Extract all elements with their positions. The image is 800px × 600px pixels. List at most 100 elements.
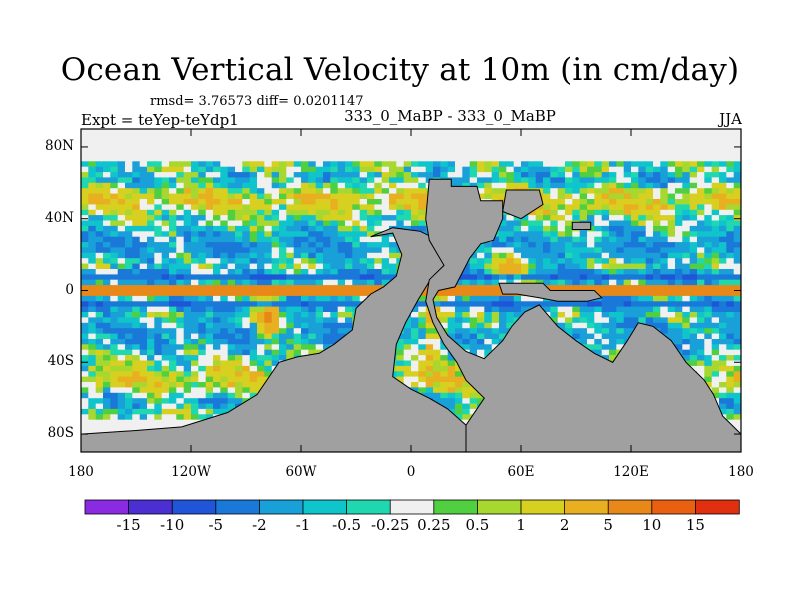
field-cell [440, 150, 449, 157]
field-cell [638, 285, 647, 292]
field-cell [631, 166, 639, 173]
field-cell [638, 129, 647, 135]
field-cell [528, 242, 537, 249]
field-cell [117, 398, 126, 405]
field-cell [315, 279, 324, 286]
field-cell [440, 312, 449, 318]
field-cell [264, 269, 273, 275]
field-cell [286, 134, 295, 141]
field-cell [594, 252, 603, 259]
field-cell [550, 279, 559, 286]
field-cell [117, 145, 126, 152]
field-cell [117, 355, 126, 362]
field-cell [286, 344, 295, 351]
field-cell [227, 231, 236, 238]
field-cell [242, 139, 251, 146]
field-cell [161, 365, 170, 372]
field-cell [139, 269, 148, 275]
field-cell [88, 339, 97, 345]
field-cell [601, 279, 610, 286]
field-cell [132, 134, 141, 141]
field-cell [242, 193, 251, 200]
field-cell [345, 177, 353, 184]
field-cell [198, 322, 207, 329]
field-cell [110, 387, 119, 394]
field-cell [711, 177, 720, 184]
field-cell [169, 398, 177, 405]
field-cell [418, 339, 427, 345]
field-cell [125, 376, 133, 383]
field-cell [719, 295, 727, 302]
field-cell [616, 322, 625, 329]
field-cell [257, 145, 265, 152]
field-cell [110, 134, 119, 141]
field-cell [191, 317, 199, 324]
field-cell [440, 166, 449, 173]
field-cell [169, 279, 177, 286]
field-cell [110, 220, 119, 227]
field-cell [587, 322, 595, 329]
field-cell [139, 360, 148, 367]
field-cell [271, 236, 280, 243]
field-cell [477, 263, 485, 270]
field-cell [169, 382, 177, 388]
field-cell [125, 339, 133, 345]
field-cell [433, 392, 441, 399]
field-cell [286, 139, 295, 146]
field-cell [609, 145, 617, 152]
field-cell [557, 263, 566, 270]
field-cell [513, 145, 522, 152]
field-cell [345, 258, 353, 265]
field-cell [257, 177, 265, 184]
field-cell [645, 134, 654, 141]
field-cell [667, 258, 676, 265]
field-cell [719, 387, 727, 394]
field-cell [147, 371, 155, 378]
field-cell [337, 285, 346, 292]
field-cell [323, 182, 331, 189]
field-cell [220, 312, 229, 318]
field-cell [425, 317, 434, 324]
field-cell [550, 204, 559, 211]
field-cell [198, 129, 207, 135]
field-cell [308, 177, 317, 184]
field-cell [257, 252, 265, 259]
field-cell [484, 279, 493, 286]
field-cell [147, 365, 155, 372]
field-cell [711, 333, 720, 340]
field-cell [293, 252, 302, 259]
field-cell [425, 365, 434, 372]
field-cell [411, 312, 419, 318]
field-cell [565, 182, 573, 189]
field-cell [462, 344, 471, 351]
field-cell [139, 398, 148, 405]
field-cell [176, 161, 185, 168]
field-cell [220, 193, 229, 200]
field-cell [227, 301, 236, 308]
field-cell [235, 312, 243, 318]
field-cell [191, 290, 199, 297]
field-cell [521, 182, 529, 189]
field-cell [315, 339, 324, 345]
field-cell [359, 285, 368, 292]
field-cell [249, 177, 258, 184]
field-cell [147, 225, 155, 232]
field-cell [411, 166, 419, 173]
field-cell [242, 387, 251, 394]
field-cell [616, 344, 625, 351]
field-cell [242, 279, 251, 286]
field-cell [213, 387, 221, 394]
field-cell [103, 172, 111, 179]
field-cell [579, 188, 588, 195]
field-cell [117, 172, 126, 179]
field-cell [95, 182, 104, 189]
field-cell [293, 139, 302, 146]
field-cell [462, 155, 471, 162]
field-cell [697, 252, 705, 259]
field-cell [257, 215, 265, 222]
field-cell [235, 301, 243, 308]
field-cell [271, 279, 280, 286]
field-cell [689, 188, 698, 195]
field-cell [719, 172, 727, 179]
field-cell [506, 231, 515, 238]
